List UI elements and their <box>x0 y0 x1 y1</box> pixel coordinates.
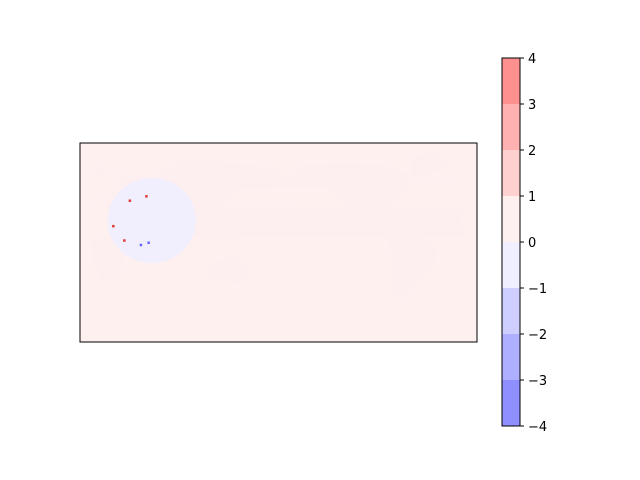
extreme-points <box>112 195 150 247</box>
colorbar-band <box>502 288 520 334</box>
colorbar-band <box>502 196 520 242</box>
extreme-point <box>145 195 148 198</box>
land-region <box>410 151 450 177</box>
colorbar-tick-label: −2 <box>528 328 547 343</box>
anomaly-patch-ellipse <box>107 177 196 263</box>
extreme-point <box>123 239 126 242</box>
colorbar-tick-label: −4 <box>528 420 547 435</box>
extreme-point <box>139 243 143 247</box>
colorbar: −4 −3 −2 −1 0 1 2 3 4 <box>501 52 547 435</box>
land-region <box>388 231 439 304</box>
map-axes <box>79 142 478 343</box>
colorbar-tick-label: 2 <box>528 144 536 159</box>
colorbar-tick-label: −3 <box>528 374 547 389</box>
colorbar-tick-label: 4 <box>528 52 536 67</box>
colorbar-band <box>502 150 520 196</box>
map-frame <box>79 142 478 343</box>
colorbar-tick-label: 3 <box>528 98 536 113</box>
colorbar-tick-label: −1 <box>528 282 547 297</box>
colorbar-band <box>502 334 520 380</box>
extreme-point <box>112 224 115 228</box>
land-region <box>205 255 249 285</box>
colorbar-tick-label: 0 <box>528 236 536 251</box>
land-region <box>289 162 411 221</box>
colorbar-tick-label: 1 <box>528 190 536 205</box>
colorbar-band <box>502 242 520 288</box>
extreme-point <box>128 199 132 202</box>
colorbar-band <box>502 104 520 150</box>
extreme-point <box>147 241 150 244</box>
anomaly-patch <box>107 177 196 263</box>
colorbar-band <box>502 380 520 426</box>
colorbar-ticks: −4 −3 −2 −1 0 1 2 3 4 <box>520 52 547 435</box>
colorbar-band <box>502 58 520 104</box>
colorbar-bands <box>502 58 520 426</box>
